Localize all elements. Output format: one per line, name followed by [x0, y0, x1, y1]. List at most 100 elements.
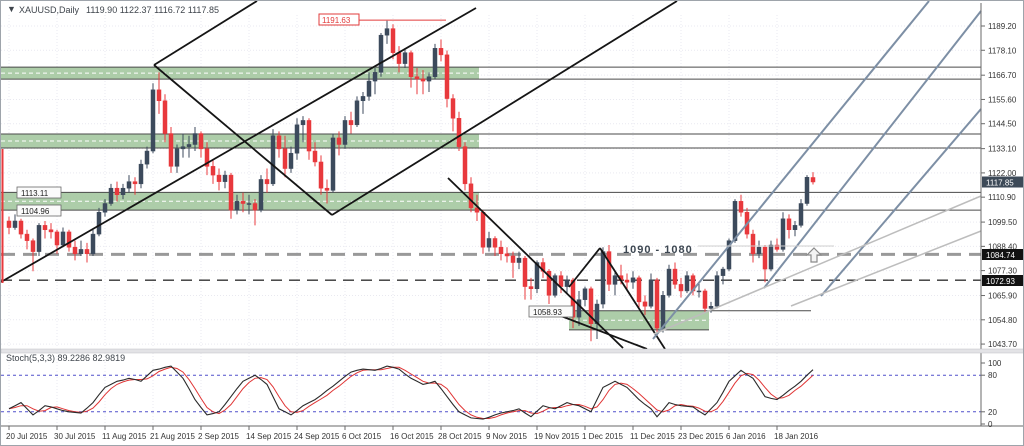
- candle-body: [498, 246, 504, 255]
- pane-splitter[interactable]: [1, 348, 1024, 354]
- candle-body: [108, 187, 114, 204]
- candle-body: [552, 275, 558, 296]
- candle-body: [672, 268, 678, 285]
- candle-body: [276, 135, 282, 150]
- date-axis-label: 6 Jan 2016: [726, 432, 766, 441]
- candle-body: [438, 48, 444, 56]
- chart-dropdown-arrow[interactable]: ▼: [7, 4, 16, 14]
- candle-body: [402, 52, 408, 64]
- candle-body: [168, 133, 174, 167]
- price-axis-label: 1166.70: [988, 71, 1017, 80]
- candle-body: [204, 148, 210, 167]
- candle-body: [492, 238, 498, 248]
- candle-body: [18, 220, 24, 235]
- projection-line: [790, 230, 982, 307]
- low-zone-price-label[interactable]: 1058.93: [528, 305, 574, 318]
- candle-body: [294, 124, 300, 154]
- date-axis-label: 28 Oct 2015: [438, 432, 482, 441]
- candle-body: [270, 135, 276, 185]
- price-axis-label: 1099.50: [988, 218, 1017, 227]
- date-axis-label: 19 Nov 2015: [534, 432, 580, 441]
- candle-body: [306, 120, 312, 152]
- trendline: [331, 1, 678, 216]
- candle-body: [786, 218, 792, 230]
- candle-body: [126, 181, 132, 189]
- candle-body: [144, 150, 150, 165]
- candle-body: [210, 166, 216, 176]
- price-axis-label: 1043.70: [988, 340, 1017, 349]
- candle-body: [762, 246, 768, 270]
- candle-body: [420, 78, 426, 82]
- candle-body: [696, 290, 702, 293]
- range-annotation: 1090 - 1080: [623, 244, 693, 256]
- candle-body: [648, 279, 654, 307]
- candle-body: [654, 279, 660, 329]
- zone-top-price-label[interactable]: 1113.11: [16, 186, 62, 199]
- trendline: [599, 247, 666, 350]
- stoch-main-line: [8, 365, 814, 420]
- candle-body: [24, 233, 30, 241]
- stoch-axis-label: 0: [988, 420, 993, 429]
- chart-title-quote: 1119.90 1122.37 1116.72 1117.85: [86, 5, 219, 15]
- trendlines-layer: [1, 1, 982, 350]
- date-axis-label: 14 Sep 2015: [246, 432, 292, 441]
- date-axis-label: 11 Dec 2015: [630, 432, 675, 441]
- candle-body: [6, 220, 12, 228]
- price-axis-label: 1088.40: [988, 242, 1017, 251]
- candle-body: [504, 253, 510, 257]
- candle-body: [348, 120, 354, 126]
- candle-body: [726, 240, 732, 270]
- channel-line: [763, 10, 982, 289]
- zone-bottom-price-label[interactable]: 1104.96: [16, 204, 62, 217]
- candle-body: [252, 203, 258, 211]
- date-axis-label: 9 Nov 2015: [486, 432, 527, 441]
- candle-body: [318, 161, 324, 189]
- candle-body: [462, 146, 468, 185]
- candle-body: [42, 225, 48, 230]
- price-axis-label: 1110.90: [988, 193, 1016, 202]
- candle-body: [72, 246, 78, 255]
- candle-body: [162, 100, 168, 134]
- candle-body: [390, 28, 396, 53]
- candle-body: [702, 290, 708, 309]
- candle-body: [624, 279, 630, 283]
- candle-body: [78, 249, 84, 255]
- price-axis-label: 1133.10: [988, 145, 1017, 154]
- date-axis-label: 20 Jul 2015: [6, 432, 48, 441]
- candle-body: [546, 271, 552, 296]
- candle-body: [150, 89, 156, 152]
- candle-body: [774, 244, 780, 250]
- projection-line: [653, 195, 982, 335]
- candle-body: [138, 163, 144, 185]
- candle-body: [408, 52, 414, 77]
- candle-body: [666, 268, 672, 296]
- candle-body: [246, 203, 252, 205]
- candle-body: [606, 251, 612, 285]
- candle-body: [258, 179, 264, 211]
- candle-body: [642, 301, 648, 307]
- high-price-label[interactable]: 1191.63: [318, 13, 360, 26]
- candle-body: [738, 201, 744, 213]
- price-axis-label: 1077.30: [988, 267, 1017, 276]
- trendline: [560, 315, 648, 350]
- candle-body: [240, 201, 246, 204]
- candle-body: [486, 238, 492, 248]
- candle-body: [282, 148, 288, 169]
- candle-body: [12, 220, 18, 228]
- candle-body: [582, 288, 588, 300]
- candle-body: [342, 120, 348, 145]
- candle-body: [264, 179, 270, 185]
- candle-body: [324, 187, 330, 191]
- candle-body: [228, 174, 234, 211]
- indicator-label: Stoch(5,3,3) 89.2286 82.9819: [6, 353, 125, 363]
- candle-body: [792, 225, 798, 230]
- candle-body: [330, 137, 336, 191]
- candle-body: [450, 98, 456, 119]
- axes-layer: 1189.20 1178.10 1166.70 1155.60 1144.50 1133.…: [1, 3, 1023, 441]
- candle-body: [480, 211, 486, 248]
- trendline: [153, 64, 333, 216]
- up-arrow-marker[interactable]: [805, 247, 823, 263]
- svg-text:1058.93: 1058.93: [533, 308, 562, 317]
- current-price-tag: 1117.85: [982, 176, 1023, 188]
